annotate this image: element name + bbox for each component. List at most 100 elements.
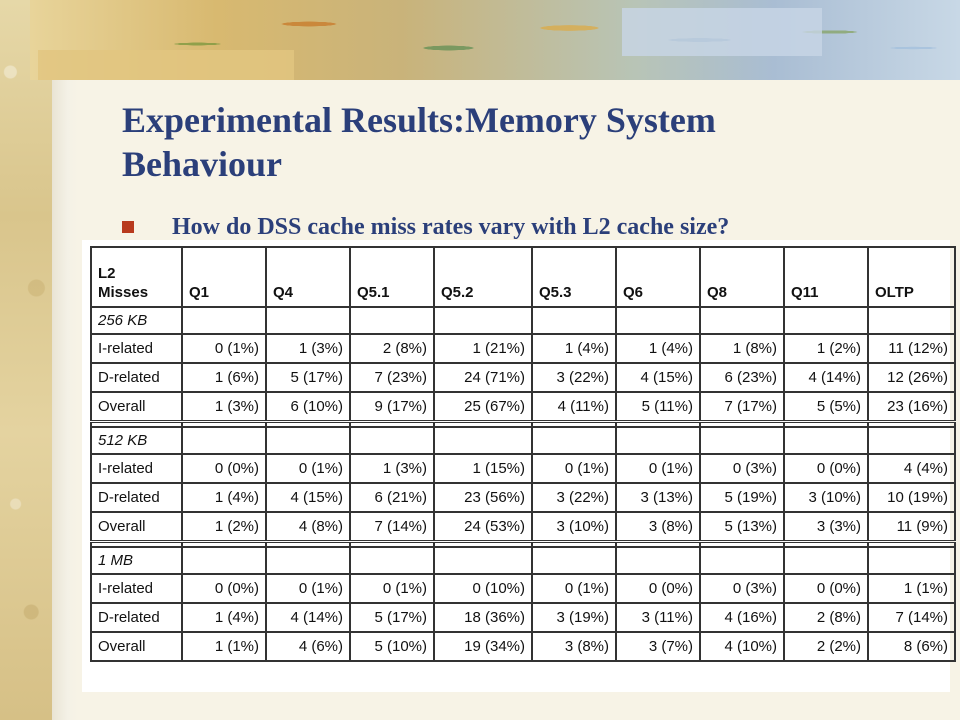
section-row: 256 KB: [90, 306, 956, 335]
empty-cell: [531, 306, 617, 335]
strip-shadow: [52, 0, 78, 720]
header-cell: Q5.1: [349, 246, 435, 308]
table-cell: 24 (53%): [433, 511, 533, 543]
empty-cell: [615, 306, 701, 335]
header-cell: Q8: [699, 246, 785, 308]
section-label: 512 KB: [90, 426, 183, 455]
table-cell: 3 (7%): [615, 631, 701, 662]
table-body: 256 KB I-related 0 (1%) 1 (3%) 2 (8%) 1 (21%)…: [90, 306, 956, 662]
table-cell: 3 (3%): [783, 511, 869, 543]
empty-cell: [867, 426, 956, 455]
table-row: D-related 1 (4%) 4 (14%) 5 (17%) 18 (36%) 3 (…: [90, 602, 956, 633]
empty-cell: [783, 426, 869, 455]
table-cell: 1 (3%): [349, 453, 435, 484]
table-cell: 12 (26%): [867, 362, 956, 393]
header-cell: Q11: [783, 246, 869, 308]
table-cell: 0 (1%): [349, 573, 435, 604]
row-label: D-related: [90, 602, 183, 633]
miss-rate-table: L2 Misses Q1 Q4 Q5.1 Q5.2 Q5.3 Q6 Q8 Q11 …: [90, 246, 956, 662]
empty-cell: [867, 546, 956, 575]
table-cell: 2 (8%): [349, 333, 435, 364]
empty-cell: [265, 426, 351, 455]
table-row: I-related 0 (1%) 1 (3%) 2 (8%) 1 (21%) 1 (4%)…: [90, 333, 956, 364]
table-cell: 3 (13%): [615, 482, 701, 513]
table-cell: 5 (13%): [699, 511, 785, 543]
empty-cell: [349, 426, 435, 455]
table-cell: 4 (15%): [615, 362, 701, 393]
table-cell: 3 (22%): [531, 362, 617, 393]
table-cell: 5 (17%): [265, 362, 351, 393]
table-cell: 1 (21%): [433, 333, 533, 364]
section-label: 256 KB: [90, 306, 183, 335]
row-label: I-related: [90, 573, 183, 604]
table-cell: 3 (8%): [531, 631, 617, 662]
table-cell: 7 (14%): [349, 511, 435, 543]
table-cell: 24 (71%): [433, 362, 533, 393]
table-row: D-related 1 (4%) 4 (15%) 6 (21%) 23 (56%) 3 (…: [90, 482, 956, 513]
empty-cell: [433, 306, 533, 335]
section-row: 512 KB: [90, 426, 956, 455]
row-label: Overall: [90, 391, 183, 423]
table-cell: 2 (2%): [783, 631, 869, 662]
empty-cell: [181, 546, 267, 575]
table-cell: 1 (4%): [531, 333, 617, 364]
table-cell: 8 (6%): [867, 631, 956, 662]
table-cell: 3 (10%): [531, 511, 617, 543]
table-cell: 0 (3%): [699, 573, 785, 604]
empty-cell: [699, 426, 785, 455]
empty-cell: [181, 426, 267, 455]
row-label: I-related: [90, 333, 183, 364]
banner-block-left: [38, 50, 294, 80]
table-cell: 1 (6%): [181, 362, 267, 393]
table-cell: 4 (16%): [699, 602, 785, 633]
table-cell: 0 (0%): [615, 573, 701, 604]
header-cell: Q6: [615, 246, 701, 308]
table-cell: 11 (9%): [867, 511, 956, 543]
table-row: Overall 1 (3%) 6 (10%) 9 (17%) 25 (67%) 4 (11…: [90, 391, 956, 423]
empty-cell: [783, 306, 869, 335]
table-cell: 0 (10%): [433, 573, 533, 604]
table-cell: 0 (3%): [699, 453, 785, 484]
empty-cell: [265, 546, 351, 575]
table-cell: 0 (0%): [783, 453, 869, 484]
header-cell: OLTP: [867, 246, 956, 308]
table-cell: 0 (0%): [181, 573, 267, 604]
row-label: I-related: [90, 453, 183, 484]
table-cell: 1 (3%): [181, 391, 267, 423]
bullet-item: How do DSS cache miss rates vary with L2…: [122, 212, 729, 242]
empty-cell: [349, 546, 435, 575]
table-cell: 0 (1%): [615, 453, 701, 484]
table-row: Overall 1 (1%) 4 (6%) 5 (10%) 19 (34%) 3 (8%)…: [90, 631, 956, 662]
banner-block-right: [622, 8, 822, 56]
row-label: D-related: [90, 482, 183, 513]
table-cell: 23 (56%): [433, 482, 533, 513]
row-label: Overall: [90, 631, 183, 662]
slide-title: Experimental Results:Memory System Behav…: [122, 98, 902, 186]
empty-cell: [867, 306, 956, 335]
table-cell: 3 (10%): [783, 482, 869, 513]
table-cell: 6 (23%): [699, 362, 785, 393]
slide-title-line1: Experimental Results:Memory System: [122, 100, 716, 140]
empty-cell: [615, 546, 701, 575]
table-cell: 2 (8%): [783, 602, 869, 633]
table-cell: 0 (1%): [531, 453, 617, 484]
empty-cell: [699, 306, 785, 335]
table-cell: 4 (14%): [783, 362, 869, 393]
table-cell: 1 (1%): [867, 573, 956, 604]
empty-cell: [349, 306, 435, 335]
row-label: D-related: [90, 362, 183, 393]
empty-cell: [433, 546, 533, 575]
table-cell: 5 (11%): [615, 391, 701, 423]
table-cell: 5 (5%): [783, 391, 869, 423]
table-cell: 1 (2%): [181, 511, 267, 543]
slide-title-line2: Behaviour: [122, 144, 283, 184]
table-row: I-related 0 (0%) 0 (1%) 1 (3%) 1 (15%) 0 (1%)…: [90, 453, 956, 484]
table-cell: 1 (2%): [783, 333, 869, 364]
table-cell: 3 (8%): [615, 511, 701, 543]
table-cell: 19 (34%): [433, 631, 533, 662]
header-cell: Q5.2: [433, 246, 533, 308]
table-row: Overall 1 (2%) 4 (8%) 7 (14%) 24 (53%) 3 (10%…: [90, 511, 956, 543]
table-cell: 4 (11%): [531, 391, 617, 423]
table-cell: 7 (17%): [699, 391, 785, 423]
table-cell: 1 (3%): [265, 333, 351, 364]
